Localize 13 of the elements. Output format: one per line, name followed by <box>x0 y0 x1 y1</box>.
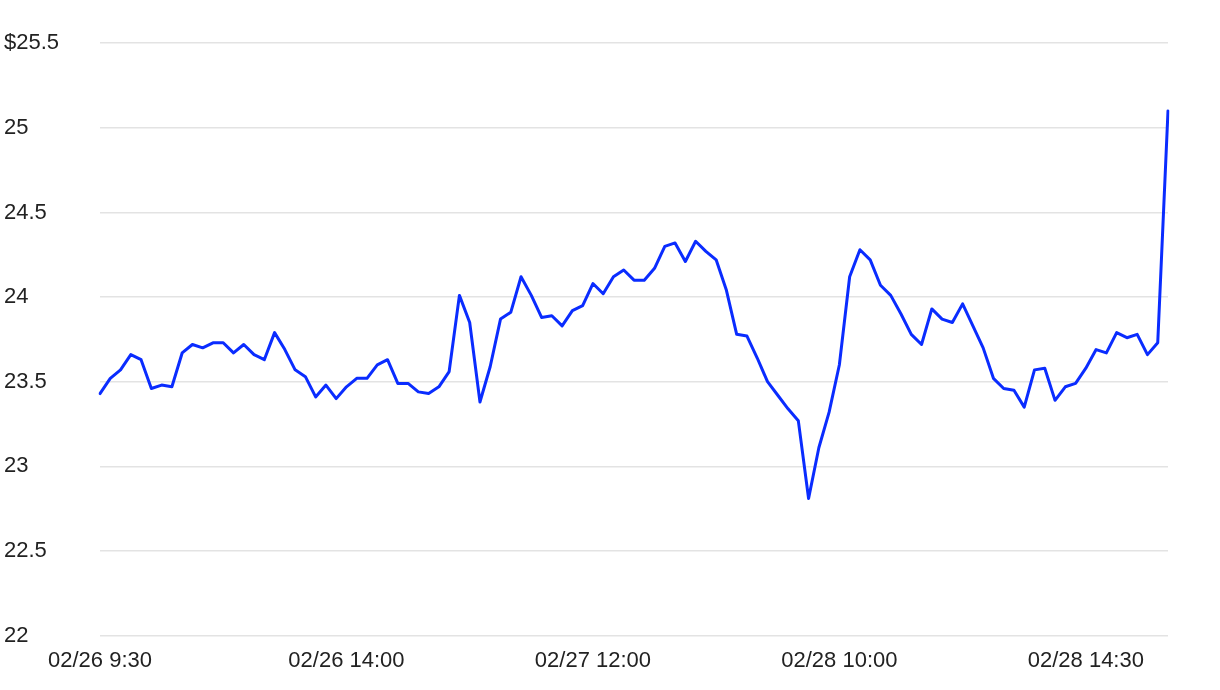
y-tick-label: 22.5 <box>4 537 47 563</box>
y-tick-label: $25.5 <box>4 29 60 55</box>
y-tick-label: 23 <box>4 452 29 478</box>
x-tick-label: 02/28 10:00 <box>781 646 898 672</box>
y-tick-label: 23.5 <box>4 367 47 393</box>
y-tick-label: 24.5 <box>4 198 47 224</box>
x-tick-label: 02/28 14:30 <box>1027 646 1144 672</box>
x-tick-label: 02/26 9:30 <box>48 646 152 672</box>
x-tick-label: 02/27 12:00 <box>534 646 652 672</box>
y-tick-label: 25 <box>4 113 29 139</box>
y-tick-label: 22 <box>4 621 29 647</box>
x-tick-label: 02/26 14:00 <box>288 646 405 672</box>
y-tick-label: 24 <box>4 283 29 309</box>
